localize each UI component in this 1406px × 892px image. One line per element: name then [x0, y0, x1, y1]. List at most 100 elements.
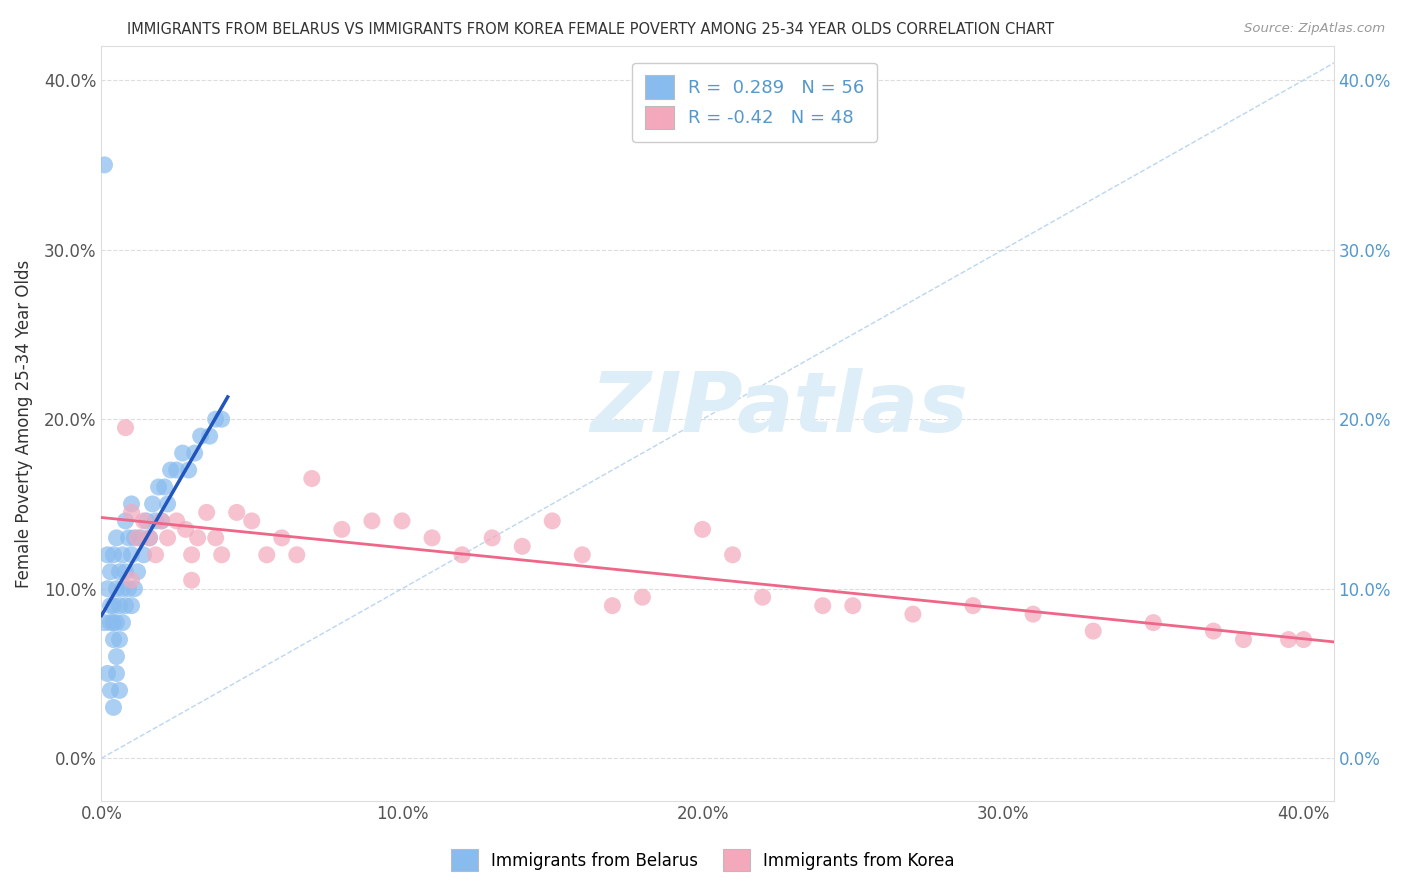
- Point: [177, 463, 200, 477]
- Point: [114, 599, 136, 613]
- Point: [301, 471, 323, 485]
- Point: [93, 158, 115, 172]
- Point: [96, 666, 118, 681]
- Point: [204, 531, 226, 545]
- Point: [108, 565, 131, 579]
- Point: [105, 666, 128, 681]
- Point: [187, 531, 209, 545]
- Point: [180, 573, 202, 587]
- Point: [121, 599, 143, 613]
- Point: [1202, 624, 1225, 639]
- Point: [105, 582, 128, 596]
- Point: [391, 514, 413, 528]
- Point: [127, 565, 149, 579]
- Point: [100, 565, 122, 579]
- Point: [103, 700, 125, 714]
- Point: [145, 514, 167, 528]
- Point: [211, 412, 233, 426]
- Point: [190, 429, 212, 443]
- Point: [114, 420, 136, 434]
- Point: [901, 607, 924, 621]
- Point: [132, 514, 155, 528]
- Point: [1142, 615, 1164, 630]
- Point: [103, 615, 125, 630]
- Point: [510, 539, 533, 553]
- Text: ZIPatlas: ZIPatlas: [591, 368, 969, 449]
- Point: [195, 505, 218, 519]
- Point: [1292, 632, 1315, 647]
- Point: [166, 514, 188, 528]
- Text: IMMIGRANTS FROM BELARUS VS IMMIGRANTS FROM KOREA FEMALE POVERTY AMONG 25-34 YEAR: IMMIGRANTS FROM BELARUS VS IMMIGRANTS FR…: [127, 22, 1054, 37]
- Point: [100, 683, 122, 698]
- Point: [121, 573, 143, 587]
- Point: [721, 548, 744, 562]
- Point: [631, 590, 654, 604]
- Point: [105, 531, 128, 545]
- Point: [111, 582, 134, 596]
- Point: [148, 480, 170, 494]
- Point: [138, 531, 160, 545]
- Point: [100, 615, 122, 630]
- Point: [150, 514, 173, 528]
- Point: [145, 548, 167, 562]
- Point: [121, 505, 143, 519]
- Point: [103, 632, 125, 647]
- Text: Source: ZipAtlas.com: Source: ZipAtlas.com: [1244, 22, 1385, 36]
- Point: [103, 548, 125, 562]
- Point: [129, 531, 152, 545]
- Point: [150, 514, 173, 528]
- Point: [420, 531, 443, 545]
- Point: [108, 599, 131, 613]
- Point: [1277, 632, 1299, 647]
- Point: [842, 599, 865, 613]
- Point: [451, 548, 474, 562]
- Point: [132, 548, 155, 562]
- Point: [93, 615, 115, 630]
- Point: [105, 615, 128, 630]
- Point: [166, 463, 188, 477]
- Point: [811, 599, 834, 613]
- Point: [361, 514, 384, 528]
- Point: [103, 599, 125, 613]
- Point: [172, 446, 194, 460]
- Point: [225, 505, 247, 519]
- Point: [198, 429, 221, 443]
- Point: [751, 590, 773, 604]
- Point: [142, 497, 165, 511]
- Point: [256, 548, 278, 562]
- Point: [121, 548, 143, 562]
- Legend: R =  0.289   N = 56, R = -0.42   N = 48: R = 0.289 N = 56, R = -0.42 N = 48: [633, 62, 877, 142]
- Point: [240, 514, 263, 528]
- Point: [692, 522, 714, 536]
- Point: [1083, 624, 1105, 639]
- Point: [124, 582, 146, 596]
- Point: [156, 497, 179, 511]
- Point: [135, 514, 157, 528]
- Point: [962, 599, 984, 613]
- Point: [159, 463, 181, 477]
- Point: [96, 548, 118, 562]
- Point: [541, 514, 564, 528]
- Point: [138, 531, 160, 545]
- Point: [481, 531, 503, 545]
- Point: [211, 548, 233, 562]
- Point: [117, 531, 139, 545]
- Point: [204, 412, 226, 426]
- Point: [602, 599, 624, 613]
- Point: [1022, 607, 1045, 621]
- Point: [108, 683, 131, 698]
- Point: [270, 531, 292, 545]
- Point: [153, 480, 176, 494]
- Point: [108, 632, 131, 647]
- Point: [285, 548, 308, 562]
- Point: [127, 531, 149, 545]
- Point: [111, 548, 134, 562]
- Point: [111, 615, 134, 630]
- Point: [180, 548, 202, 562]
- Point: [330, 522, 353, 536]
- Point: [183, 446, 205, 460]
- Point: [121, 497, 143, 511]
- Point: [105, 649, 128, 664]
- Point: [96, 582, 118, 596]
- Point: [124, 531, 146, 545]
